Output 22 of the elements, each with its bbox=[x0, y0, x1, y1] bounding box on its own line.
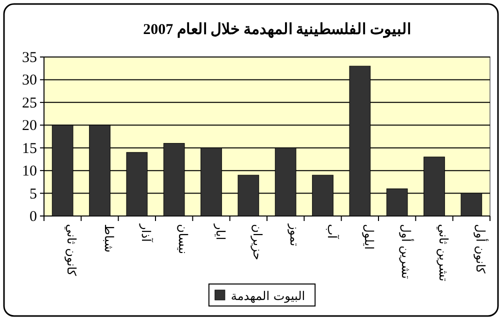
x-tick-label: آب bbox=[324, 224, 340, 240]
x-tick-label: آذار bbox=[138, 223, 154, 242]
x-tick-label: كانون ثاني bbox=[64, 224, 79, 276]
y-tick-label: 35 bbox=[22, 50, 37, 66]
y-tick-label: 5 bbox=[30, 186, 37, 202]
x-tick-label: تشرين ثاني bbox=[436, 224, 450, 282]
y-tick-label: 30 bbox=[22, 72, 37, 89]
y-tick-label: 20 bbox=[22, 118, 37, 134]
x-tick-label: تموز bbox=[288, 223, 302, 246]
legend-label: البيوت المهدمة bbox=[230, 289, 306, 303]
y-tick-label: 25 bbox=[22, 95, 37, 112]
x-tick-label: حزيران bbox=[250, 224, 264, 260]
y-tick-label: 0 bbox=[30, 209, 37, 225]
chart-title: البيوت الفلسطينية المهدمة خلال العام 2007 bbox=[143, 22, 411, 38]
x-tick-label: ايار bbox=[213, 223, 228, 240]
y-tick-label: 15 bbox=[22, 140, 37, 157]
y-tick-label: 10 bbox=[22, 164, 37, 180]
x-tick-label: شباط bbox=[102, 224, 116, 252]
x-tick-label: ايلول bbox=[362, 224, 376, 250]
x-tick-label: نيسان bbox=[176, 224, 190, 254]
x-tick-label: تشرين أول bbox=[399, 224, 414, 279]
x-tick-label: كانون أول bbox=[473, 224, 488, 274]
